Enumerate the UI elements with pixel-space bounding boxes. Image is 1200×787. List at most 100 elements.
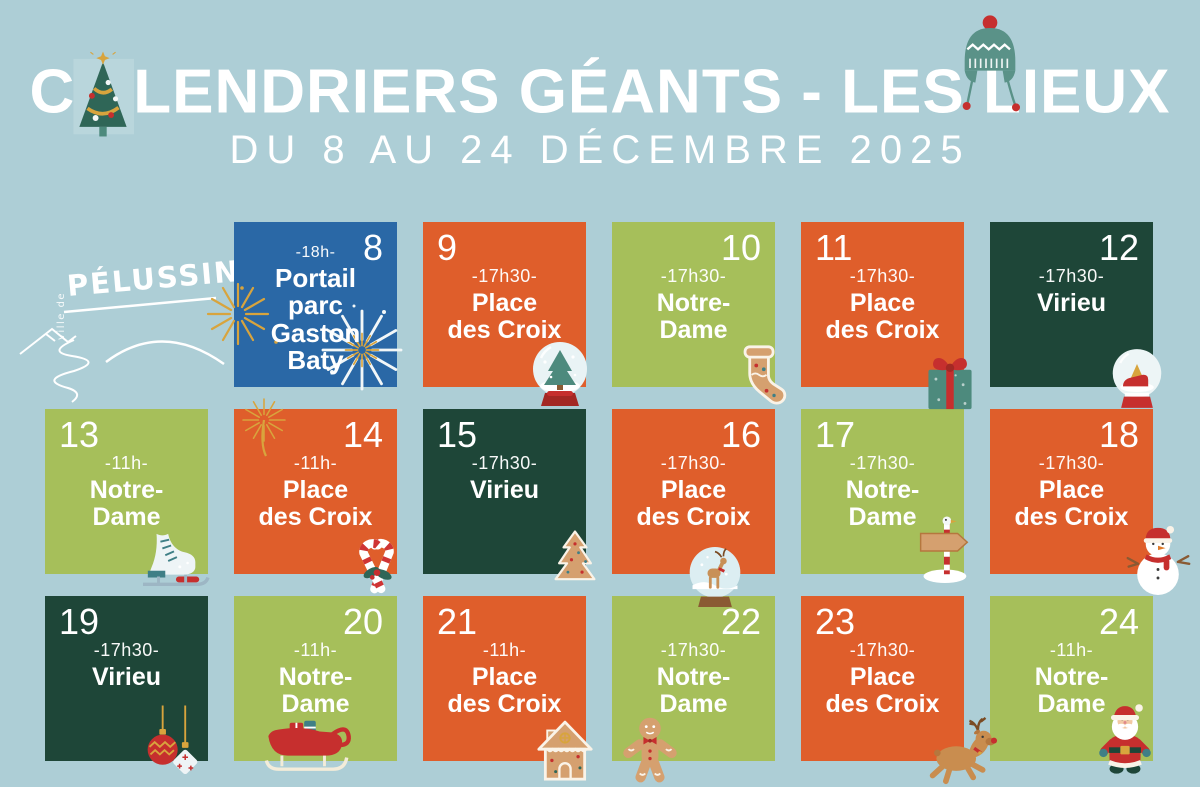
day-number: 18 (1098, 414, 1139, 455)
logo-drawing (19, 296, 225, 403)
gift-icon (920, 347, 980, 413)
christmas-tree-icon (69, 50, 137, 152)
title-prefix: C (29, 57, 76, 127)
card-content: -17h30- Virieu (49, 640, 204, 691)
calendar-card-18: 18 -17h30- Place des Croix (990, 409, 1191, 595)
calendar-card-21: 21 -11h- Place des Croix (423, 596, 593, 781)
event-place: Place des Croix (636, 476, 751, 531)
calendar-card-11: 11 -17h30- Place des Croix (801, 222, 972, 410)
event-place: Notre- Dame (845, 476, 920, 531)
day-number: 9 (437, 227, 458, 268)
day-number: 19 (59, 601, 100, 642)
event-time: -17h30- (660, 640, 727, 660)
card-content: -17h30- Place des Croix (994, 453, 1149, 531)
event-place: Place des Croix (447, 663, 562, 718)
event-time: -17h30- (1038, 453, 1105, 473)
poster-subtitle: DU 8 AU 24 DÉCEMBRE 2025 (229, 128, 971, 172)
calendar-card-9: 9 -17h30- Place des Croix (423, 222, 587, 406)
day-number: 24 (1098, 601, 1139, 642)
card-content: -17h30- Notre- Dame (616, 266, 771, 344)
gingerbread-man-icon (620, 715, 680, 787)
sleigh-icon (262, 715, 356, 775)
day-number: 8 (362, 227, 383, 268)
event-place: Virieu (91, 663, 162, 691)
event-time: -17h30- (471, 266, 538, 286)
gingerbread-house-icon (536, 719, 594, 785)
calendar-card-15: 15 -17h30- Virieu (423, 409, 596, 581)
event-time: -11h- (1049, 640, 1094, 660)
card-content: -17h30- Place des Croix (805, 266, 960, 344)
day-number: 15 (437, 414, 478, 455)
event-time: -11h- (293, 453, 338, 473)
ice-skate-icon (134, 530, 214, 594)
calendar-card-13: 13 -11h- Notre- Dame (45, 409, 210, 586)
snow-globe-tree-icon (528, 337, 592, 411)
logo-small-text: ville de (56, 292, 67, 340)
event-time: -17h30- (849, 266, 916, 286)
calendar-card-24: 24 -11h- Notre- Dame (990, 596, 1153, 774)
day-number: 12 (1098, 227, 1139, 268)
event-time: -17h30- (471, 453, 538, 473)
card-content: -17h30- Place des Croix (805, 640, 960, 718)
snowman-icon (1123, 520, 1193, 600)
calendar-card-20: 20 -11h- Notre- Dame (234, 596, 397, 771)
event-place: Notre- Dame (278, 663, 353, 718)
calendar-card-19: 19 -17h30- Virieu (45, 596, 208, 775)
card-content: -17h30- Place des Croix (427, 266, 582, 344)
calendar-card-10: 10 -17h30- Notre- Dame (612, 222, 787, 405)
event-time: -11h- (104, 453, 149, 473)
event-time: -17h30- (849, 453, 916, 473)
day-number: 22 (720, 601, 761, 642)
calendar-card-23: 23 -17h30- Place des Croix (801, 596, 998, 785)
calendar-card-12: 12 -17h30- Virieu (990, 222, 1162, 408)
event-time: -17h30- (660, 266, 727, 286)
gingerbread-stocking-icon (731, 339, 789, 407)
card-content: -11h- Place des Croix (238, 453, 393, 531)
event-time: -18h- (295, 244, 336, 261)
day-number: 20 (342, 601, 383, 642)
card-content: -18h- Portail parc Gaston Baty (238, 244, 393, 374)
calendar-card-14: 14 -11h- Place des Croix (234, 409, 397, 594)
card-content: -17h30- Virieu (994, 266, 1149, 317)
day-number: 10 (720, 227, 761, 268)
calendar-grid: 8 -18h- Portail parc Gaston Baty 9 -17h30- Place… (45, 222, 1191, 785)
event-place: Notre- Dame (656, 289, 731, 344)
event-place: Place des Croix (447, 289, 562, 344)
event-time: -17h30- (660, 453, 727, 473)
day-number: 16 (720, 414, 761, 455)
card-content: -17h30- Virieu (427, 453, 582, 504)
calendar-card-16: 16 -17h30- Place des Croix (612, 409, 775, 607)
event-place: Notre- Dame (89, 476, 164, 531)
candy-canes-icon (341, 530, 413, 602)
day-number: 13 (59, 414, 100, 455)
calendar-card-8: 8 -18h- Portail parc Gaston Baty (206, 222, 403, 457)
event-time: -17h30- (849, 640, 916, 660)
event-place: Portail parc Gaston Baty (270, 263, 361, 375)
card-content: -11h- Notre- Dame (238, 640, 393, 718)
event-place: Place des Croix (825, 663, 940, 718)
card-content: -17h30- Place des Croix (616, 453, 771, 531)
event-place: Virieu (469, 476, 540, 504)
card-content: -17h30- Notre- Dame (805, 453, 960, 531)
reindeer-icon (920, 717, 1000, 785)
day-number: 23 (815, 601, 856, 642)
event-place: Place des Croix (825, 289, 940, 344)
snow-globe-sleigh-icon (1109, 345, 1165, 411)
calendar-card-22: 22 -17h30- Notre- Dame (612, 596, 775, 783)
event-place: Virieu (1036, 289, 1107, 317)
card-content: -11h- Notre- Dame (49, 453, 204, 531)
gingerbread-tree-icon (548, 528, 602, 588)
day-number: 21 (437, 601, 478, 642)
calendar-card-17: 17 -17h30- Notre- Dame (801, 409, 969, 584)
event-place: Place des Croix (1014, 476, 1129, 531)
baubles-icon (142, 705, 204, 785)
event-place: Place des Croix (258, 476, 373, 531)
day-number: 14 (342, 414, 383, 455)
event-place: Notre- Dame (1034, 663, 1109, 718)
card-content: -11h- Notre- Dame (994, 640, 1149, 718)
winter-hat-icon (950, 12, 1030, 146)
day-number: 11 (815, 227, 853, 268)
event-place: Notre- Dame (656, 663, 731, 718)
card-content: -17h30- Notre- Dame (616, 640, 771, 718)
